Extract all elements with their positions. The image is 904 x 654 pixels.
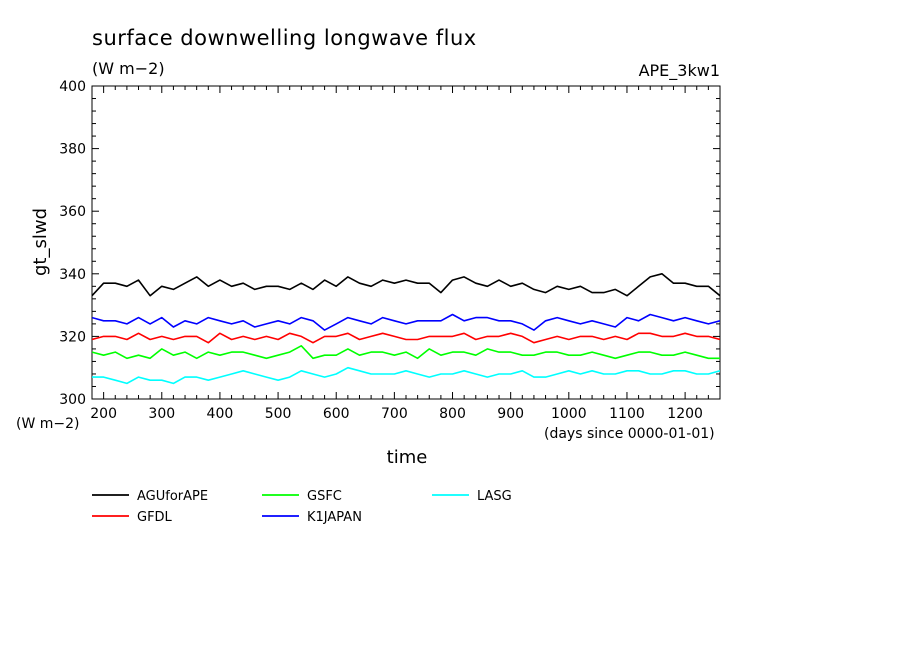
legend-label: GFDL — [137, 510, 173, 525]
series-line-gsfc — [92, 344, 720, 360]
legend-label: LASG — [477, 489, 512, 504]
x-tick-label: 1100 — [609, 406, 645, 422]
legend: AGUforAPE GFDL GSFC K1JAPAN LASG — [92, 489, 512, 525]
x-tick-label: 900 — [497, 406, 524, 422]
y-axis-label: gt_slwd — [30, 208, 51, 276]
series-line-aguforape — [92, 272, 720, 297]
series-line-lasg — [92, 366, 720, 385]
x-tick-label: 200 — [90, 406, 117, 422]
axis-ticks — [91, 85, 721, 400]
y-tick-label: 380 — [59, 142, 86, 158]
y-units: (W m−2) — [16, 416, 80, 432]
series-line-k1japan — [92, 313, 720, 331]
y-tick-label: 400 — [59, 79, 86, 95]
x-tick-label: 400 — [207, 406, 234, 422]
y-tick-label: 300 — [59, 392, 86, 408]
x-units: (days since 0000-01-01) — [544, 426, 715, 442]
x-tick-label: 1200 — [667, 406, 703, 422]
y-tick-label: 320 — [59, 329, 86, 345]
legend-item-lasg: LASG — [432, 489, 512, 504]
x-tick-label: 700 — [381, 406, 408, 422]
x-tick-label: 800 — [439, 406, 466, 422]
y-tick-label: 360 — [59, 204, 86, 220]
x-tick-label: 600 — [323, 406, 350, 422]
legend-item-k1japan: K1JAPAN — [262, 510, 362, 525]
legend-label: AGUforAPE — [137, 489, 208, 504]
x-tick-label: 1000 — [551, 406, 587, 422]
legend-label: GSFC — [307, 489, 342, 504]
legend-item-gsfc: GSFC — [262, 489, 342, 504]
y-tick-label: 340 — [59, 267, 86, 283]
legend-item-gfdl: GFDL — [92, 510, 173, 525]
x-tick-label: 300 — [148, 406, 175, 422]
chart-subtitle: (W m−2) — [92, 59, 165, 78]
experiment-label: APE_3kw1 — [639, 61, 720, 81]
series-lines — [92, 272, 720, 385]
series-line-gfdl — [92, 332, 720, 344]
legend-label: K1JAPAN — [307, 510, 362, 525]
x-tick-labels: 200 300 400 500 600 700 800 900 1000 1100 1200 — [90, 406, 703, 422]
x-axis-label: time — [387, 447, 428, 468]
legend-item-aguforape: AGUforAPE — [92, 489, 208, 504]
chart-title: surface downwelling longwave flux — [92, 26, 477, 50]
y-tick-labels: 300 320 340 360 380 400 — [59, 79, 86, 408]
x-tick-label: 500 — [265, 406, 292, 422]
